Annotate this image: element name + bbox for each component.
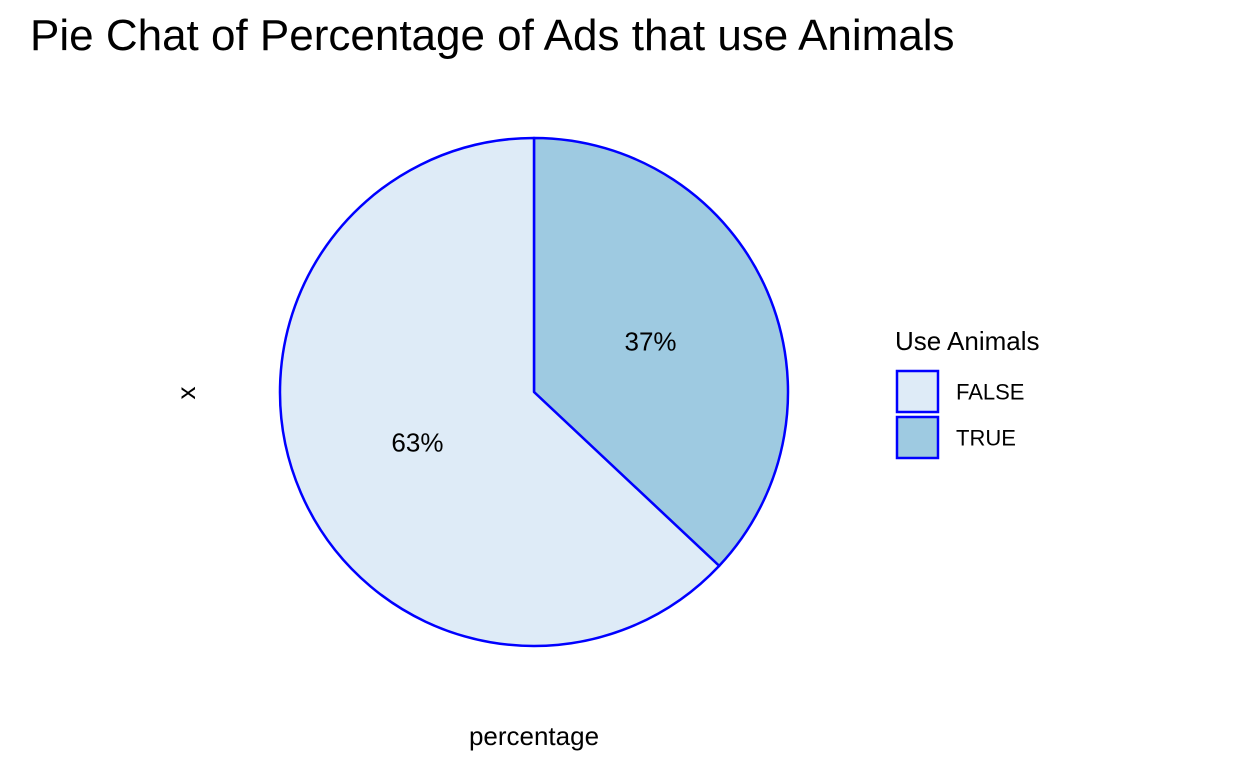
x-axis-label: percentage [469, 721, 599, 751]
slice-label-false: 63% [391, 427, 443, 457]
pie-slices [278, 136, 790, 648]
legend-title: Use Animals [895, 326, 1040, 356]
chart-title: Pie Chat of Percentage of Ads that use A… [30, 11, 955, 60]
legend-entries: FALSE TRUE [895, 369, 1024, 460]
y-axis-label: x [171, 387, 201, 400]
pie-slice-false [278, 136, 721, 648]
pie-slice-labels: 37% 63% [391, 327, 676, 458]
legend-swatch-true [895, 415, 940, 460]
legend: Use Animals FALSE TRUE [895, 326, 1040, 460]
legend-label-false: FALSE [956, 380, 1024, 405]
pie-slice-true [532, 136, 790, 568]
slice-label-true: 37% [625, 327, 677, 357]
legend-swatch-false [895, 369, 940, 414]
legend-label-true: TRUE [956, 426, 1016, 451]
